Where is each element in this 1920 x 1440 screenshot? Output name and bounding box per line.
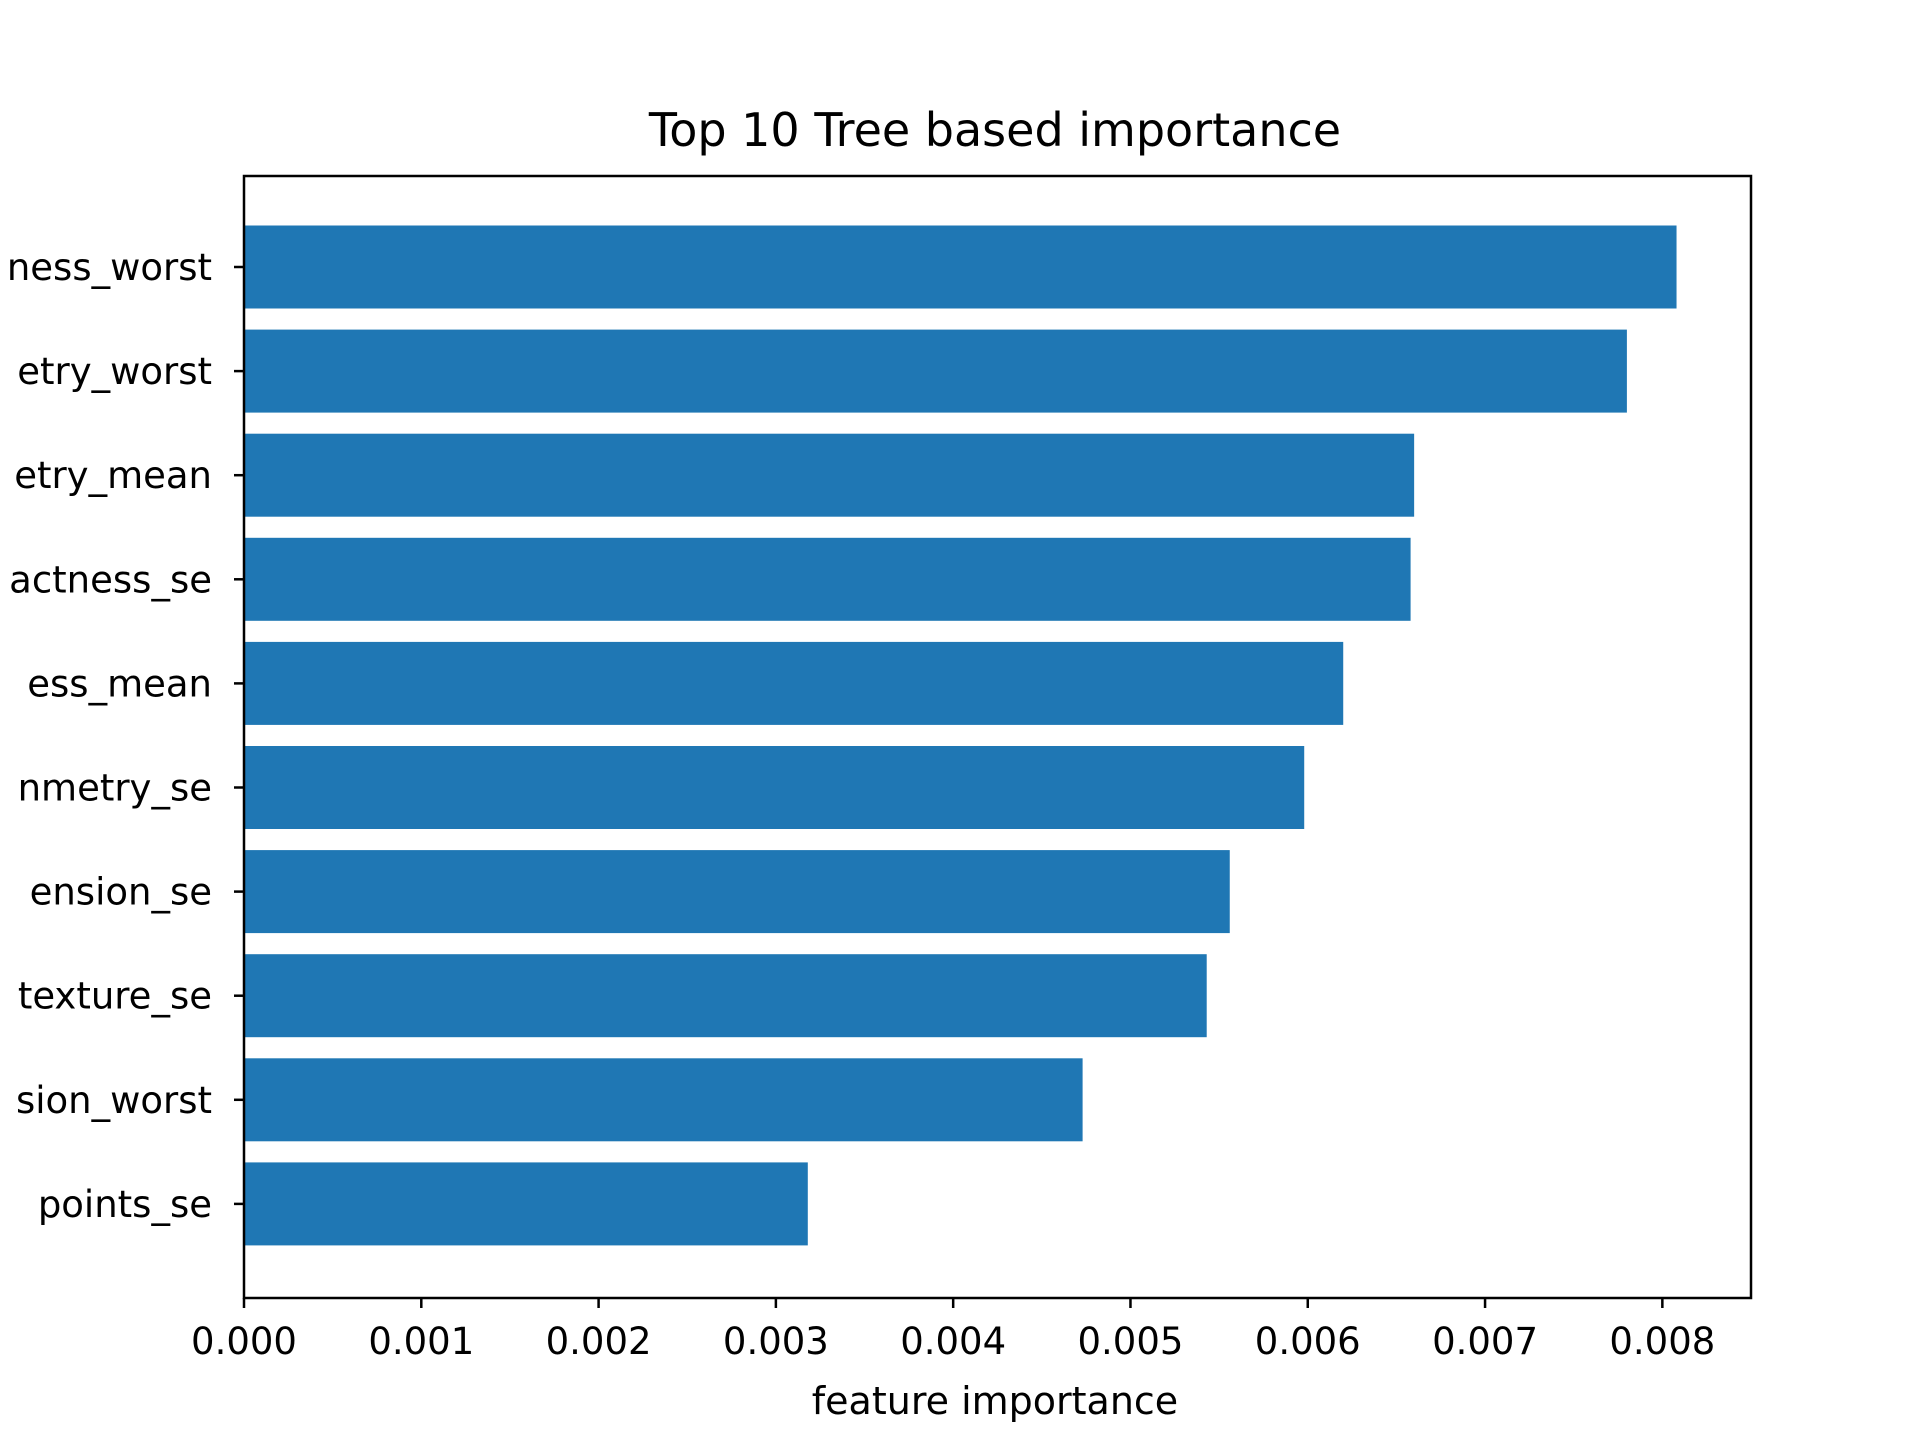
x-tick-label: 0.006 xyxy=(1255,1320,1361,1363)
bar-ess_mean xyxy=(244,641,1344,725)
y-tick-label: points_se xyxy=(38,1183,212,1226)
x-tick-label: 0.002 xyxy=(546,1320,652,1363)
bar-sion_worst xyxy=(244,1058,1083,1142)
y-tick-label: ness_worst xyxy=(7,246,212,289)
plot-frame xyxy=(242,174,1753,1300)
bar-actness_se xyxy=(244,537,1411,621)
bars-group xyxy=(244,225,1677,1246)
x-tick-label: 0.005 xyxy=(1078,1320,1184,1363)
y-tick-label: texture_se xyxy=(18,975,212,1018)
chart-title: Top 10 Tree based importance xyxy=(648,103,1341,157)
bar-etry_worst xyxy=(244,329,1627,413)
bar-ension_se xyxy=(244,850,1230,934)
category-labels: ness_worst etry_worst etry_mean actness_see… xyxy=(7,246,244,1226)
y-tick-label: etry_worst xyxy=(17,350,212,393)
y-tick-label: ess_mean xyxy=(27,662,212,705)
y-tick-label: sion_worst xyxy=(16,1079,212,1122)
x-tick-label: 0.003 xyxy=(723,1320,829,1363)
y-tick-label: actness_se xyxy=(9,558,212,601)
x-tick-label: 0.001 xyxy=(368,1320,474,1363)
y-tick-label: nmetry_se xyxy=(18,767,212,810)
x-tick-label: 0.000 xyxy=(191,1320,297,1363)
y-tick-label: etry_mean xyxy=(14,454,212,497)
x-tick-label: 0.008 xyxy=(1609,1320,1715,1363)
bar-points_se xyxy=(244,1162,808,1246)
y-tick-label: ension_se xyxy=(30,871,212,914)
x-axis-ticks: 0.000 0.001 0.002 0.003 0.004 0.005 0.006 0.007… xyxy=(191,1298,1715,1363)
x-tick-label: 0.007 xyxy=(1432,1320,1538,1363)
x-tick-label: 0.004 xyxy=(900,1320,1006,1363)
bar-nmetry_se xyxy=(244,746,1305,829)
bar-ness_worst xyxy=(244,225,1677,309)
bar-etry_mean xyxy=(244,433,1415,517)
x-axis-label: feature importance xyxy=(812,1379,1178,1423)
bar-texture_se xyxy=(244,954,1207,1038)
